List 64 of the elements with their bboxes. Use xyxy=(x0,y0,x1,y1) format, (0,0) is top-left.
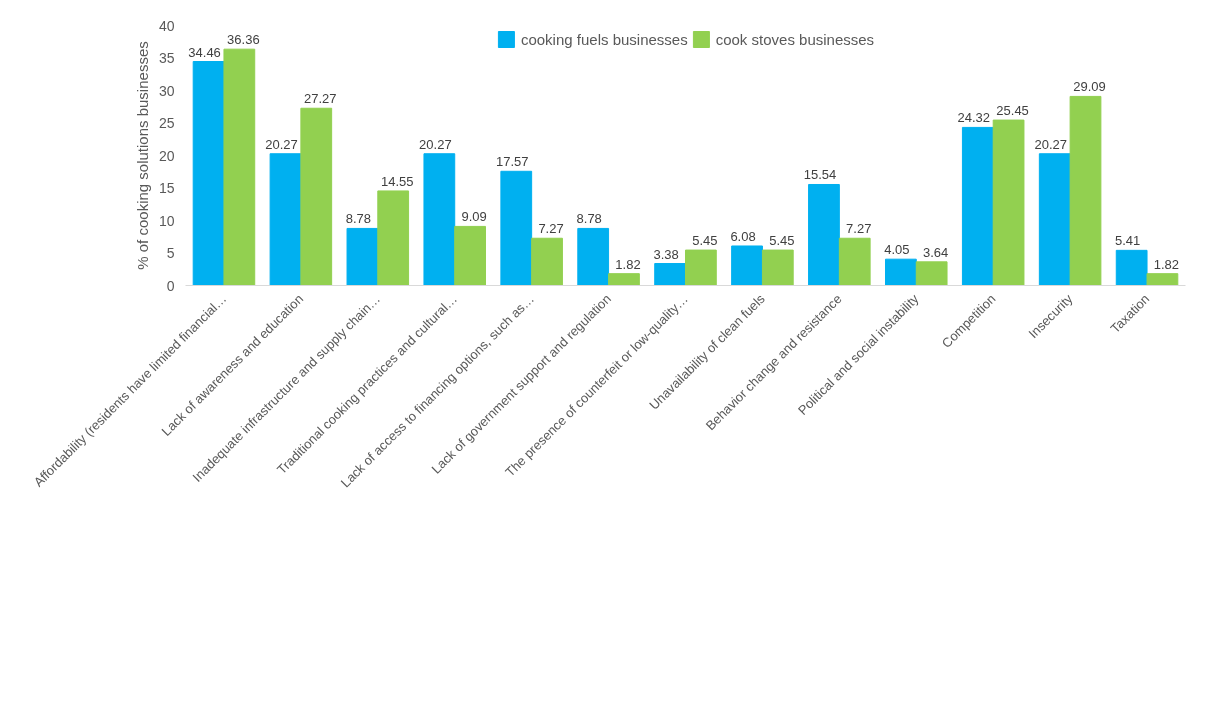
data-label: 20.27 xyxy=(419,136,452,152)
data-label: 7.27 xyxy=(846,221,872,237)
bar xyxy=(577,227,610,286)
bar xyxy=(454,225,486,286)
data-label: 29.09 xyxy=(1073,79,1106,95)
bar xyxy=(685,249,717,286)
bar xyxy=(269,153,302,286)
data-label: 20.27 xyxy=(1034,136,1068,152)
bar xyxy=(885,258,917,286)
y-tick-label: 30 xyxy=(158,82,175,99)
legend-label: cooking fuels businesses xyxy=(520,30,688,48)
y-axis-title: % of cooking solutions businesses xyxy=(133,41,151,270)
data-label: 1.82 xyxy=(615,256,641,272)
y-tick-label: 35 xyxy=(158,50,175,66)
data-label: 14.55 xyxy=(380,173,414,189)
y-tick-label: 40 xyxy=(158,17,175,34)
legend-label: cook stoves businesses xyxy=(715,30,875,48)
bar xyxy=(500,170,533,286)
bar xyxy=(992,119,1025,286)
bar xyxy=(300,107,333,286)
bar xyxy=(223,48,256,286)
bar xyxy=(1069,95,1102,286)
bar xyxy=(961,126,994,286)
bar xyxy=(192,61,225,286)
data-label: 7.27 xyxy=(538,221,564,237)
bar xyxy=(531,237,563,286)
bar xyxy=(915,261,948,286)
data-label: 17.57 xyxy=(496,154,529,170)
y-tick-label: 20 xyxy=(158,147,175,164)
bar xyxy=(838,237,871,286)
data-label: 8.78 xyxy=(345,211,372,227)
data-label: 25.45 xyxy=(996,103,1029,119)
data-label: 36.36 xyxy=(227,32,260,48)
data-label: 5.45 xyxy=(769,233,795,249)
data-label: 20.27 xyxy=(265,136,298,152)
bar xyxy=(377,190,410,286)
data-label: 27.27 xyxy=(304,91,337,107)
data-label: 3.64 xyxy=(923,244,949,260)
bar xyxy=(761,249,794,286)
y-tick-label: 5 xyxy=(166,245,175,261)
data-label: 6.08 xyxy=(730,228,756,244)
bar xyxy=(1146,273,1179,286)
data-label: 24.32 xyxy=(957,110,991,126)
y-tick-label: 25 xyxy=(158,115,175,131)
bar xyxy=(1038,153,1071,286)
bar xyxy=(608,273,640,286)
data-label: 34.46 xyxy=(188,44,221,60)
bar xyxy=(423,153,456,286)
bar xyxy=(1115,249,1148,286)
data-label: 1.82 xyxy=(1153,256,1180,272)
data-label: 3.38 xyxy=(653,246,679,262)
data-label: 5.41 xyxy=(1115,233,1141,249)
y-tick-label: 0 xyxy=(166,277,175,294)
bar xyxy=(346,227,379,286)
y-tick-label: 10 xyxy=(158,212,175,229)
data-label: 4.05 xyxy=(884,242,910,258)
bar xyxy=(654,263,686,286)
data-label: 15.54 xyxy=(803,167,837,183)
data-label: 5.45 xyxy=(692,233,718,249)
data-label: 9.09 xyxy=(461,209,487,225)
bar xyxy=(808,183,840,286)
data-label: 8.78 xyxy=(576,211,602,227)
y-tick-label: 15 xyxy=(158,180,175,196)
bar xyxy=(731,245,763,286)
